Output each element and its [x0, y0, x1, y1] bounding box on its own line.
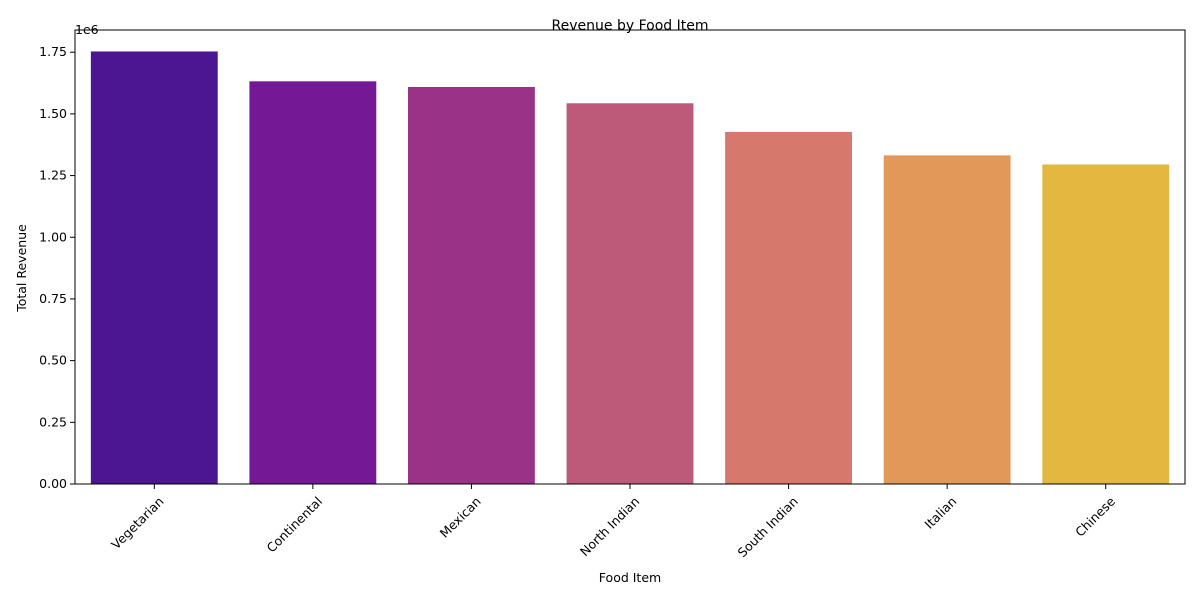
y-tick-label: 1.00	[39, 229, 67, 244]
x-tick-label: Chinese	[1072, 493, 1118, 539]
bar-mexican	[408, 86, 535, 485]
x-tick-label: North Indian	[577, 494, 642, 559]
y-tick-label: 1.75	[39, 44, 67, 59]
y-tick-label: 0.50	[39, 353, 67, 368]
y-axis-label: Total Revenue	[14, 224, 29, 313]
chart-title: Revenue by Food Item	[552, 18, 709, 34]
x-tick-label: Italian	[921, 494, 959, 532]
bar-continental	[249, 81, 377, 484]
bars-group	[90, 51, 1170, 485]
x-tick-label: Continental	[263, 494, 325, 556]
plot-frame	[74, 29, 1186, 485]
y-tick-label: 1.50	[39, 106, 67, 121]
y-tick-label: 0.00	[39, 476, 67, 491]
x-axis-label: Food Item	[599, 570, 661, 585]
y-axis: 0.00 0.25 0.50 0.75 1.00 1.25 1.50 1.75	[39, 44, 75, 491]
bar-chinese	[1042, 164, 1170, 484]
x-tick-label: Mexican	[437, 494, 484, 541]
x-axis: Vegetarian Continental Mexican North Indian…	[108, 484, 1118, 560]
y-tick-label: 1.25	[39, 168, 67, 183]
y-tick-label: 0.75	[39, 291, 67, 306]
bar-italian	[883, 155, 1011, 484]
y-tick-label: 0.25	[39, 414, 67, 429]
x-tick-label: Vegetarian	[108, 494, 166, 552]
x-tick-label: South Indian	[734, 494, 800, 560]
bar-vegetarian	[90, 51, 218, 484]
bar-north-indian	[566, 103, 694, 484]
bar-south-indian	[725, 131, 852, 484]
